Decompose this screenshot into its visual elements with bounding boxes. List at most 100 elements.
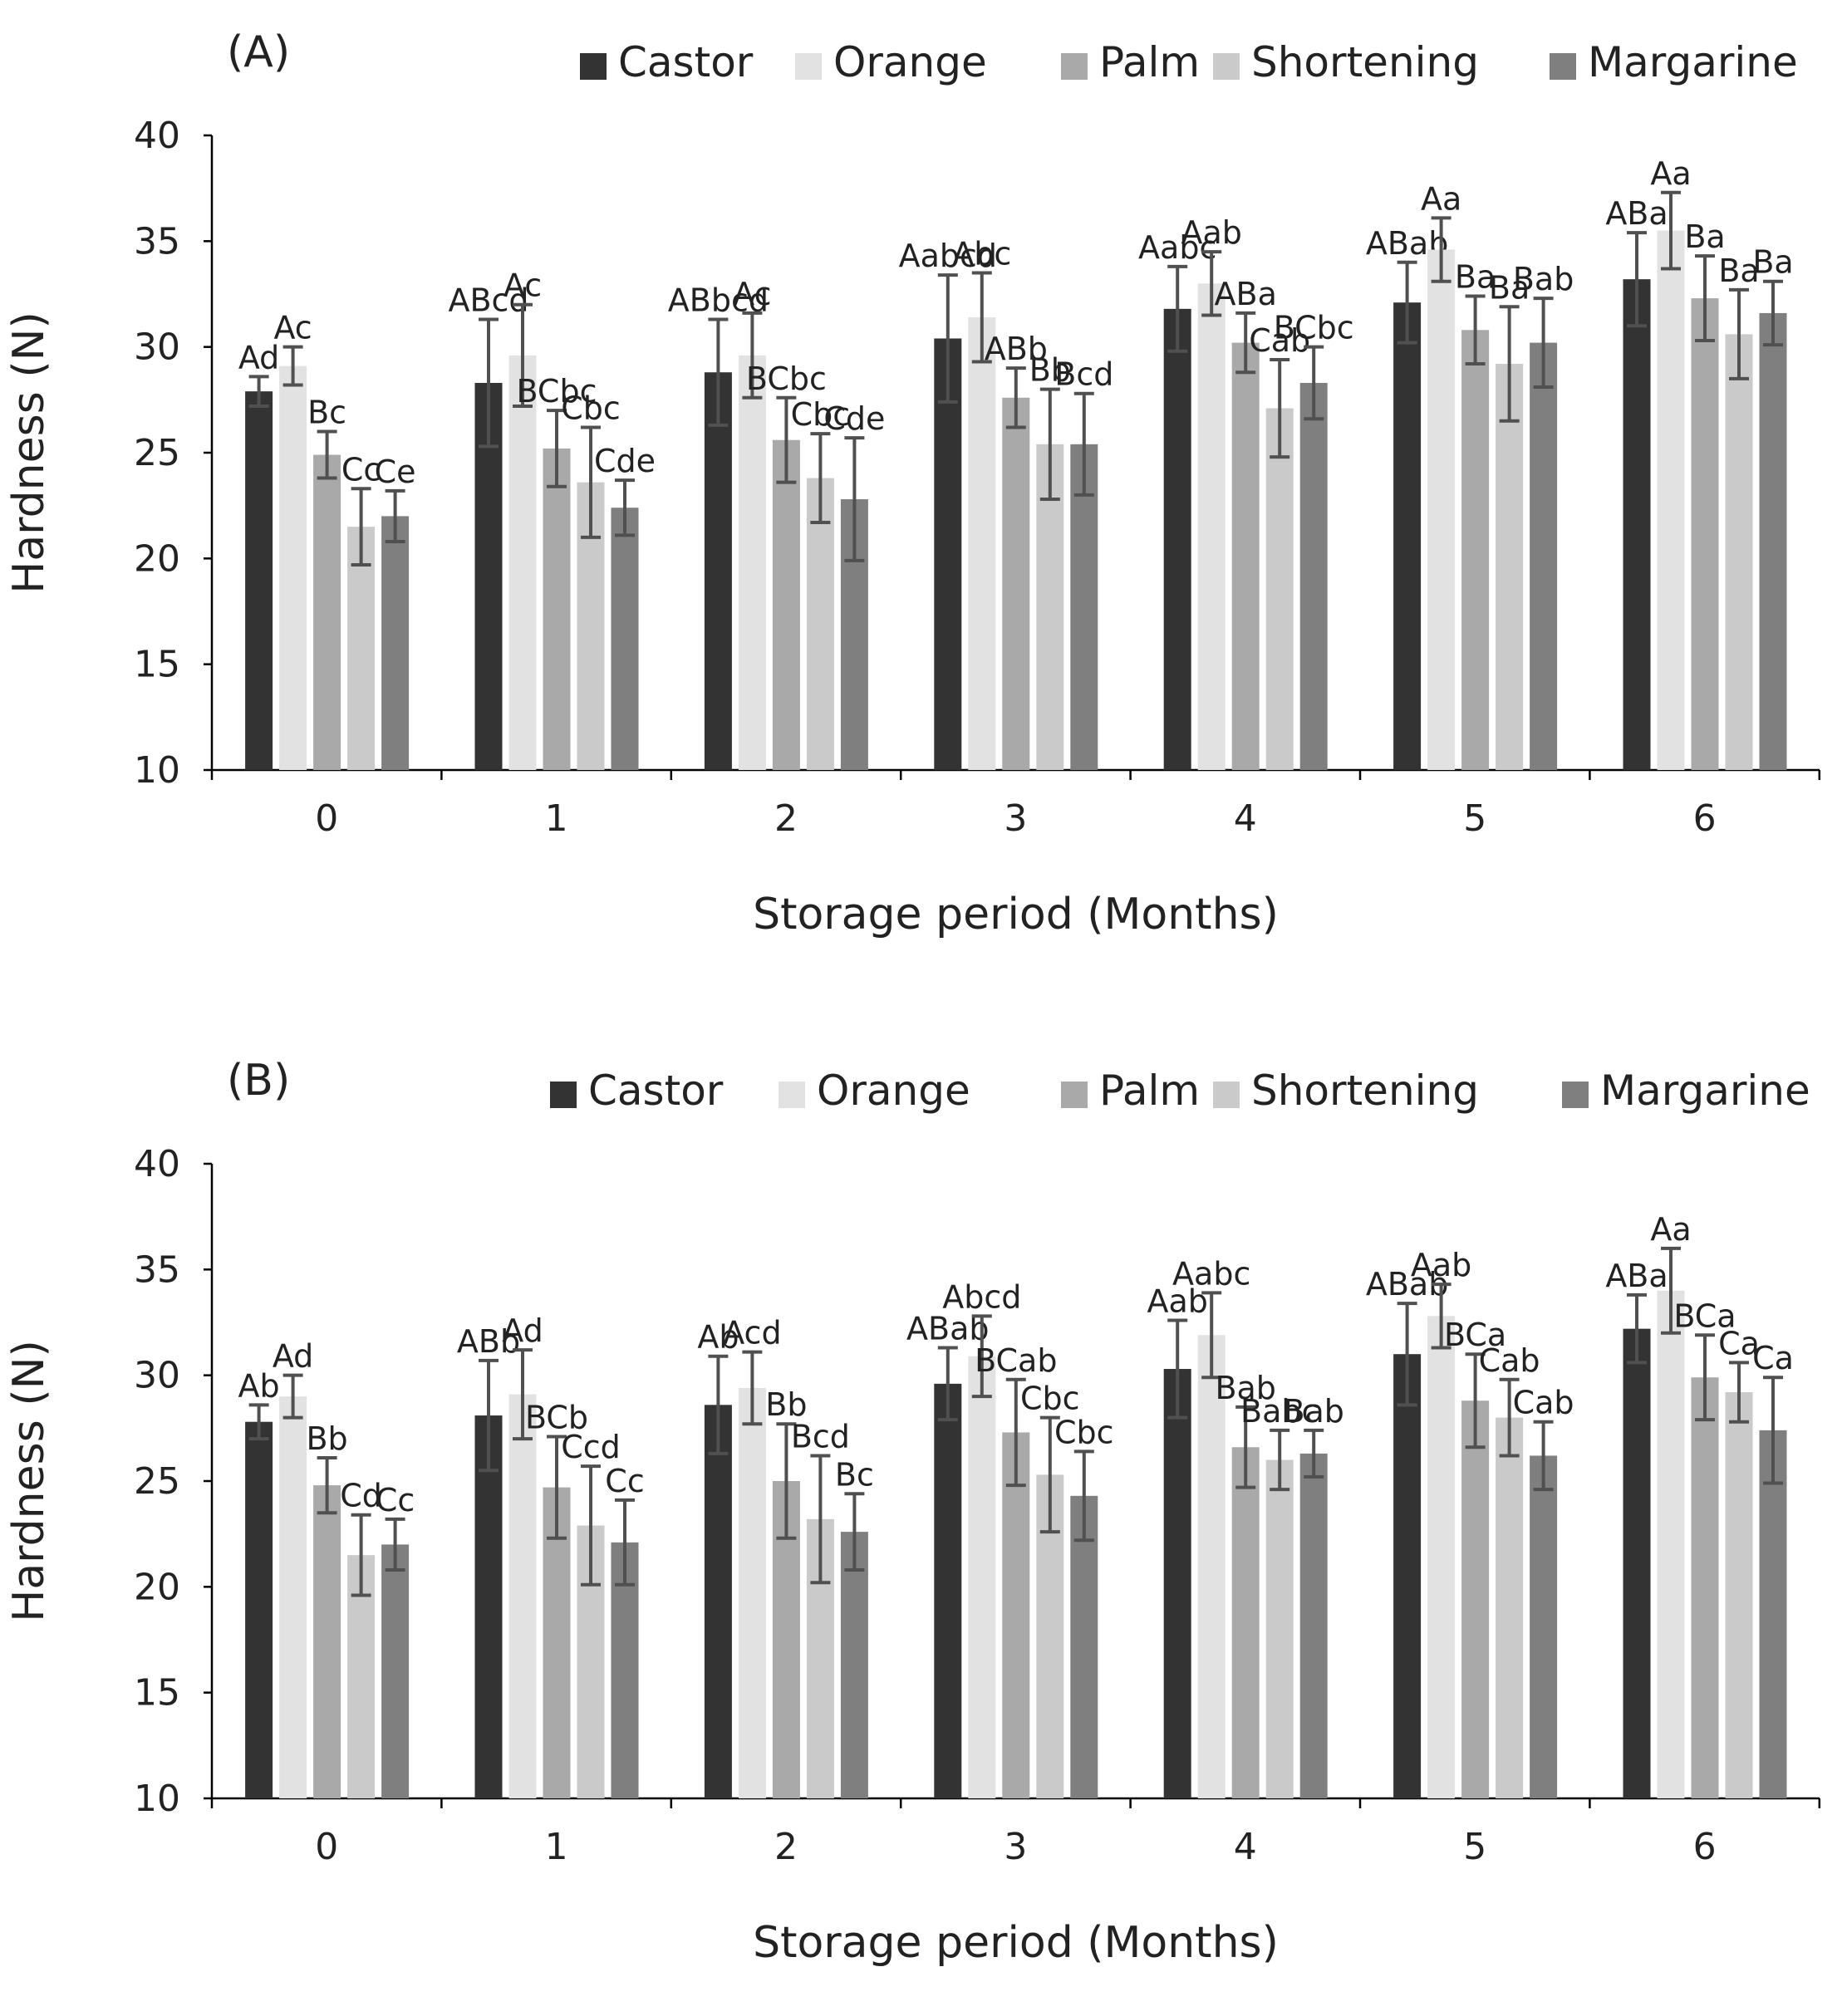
legend: Castor Orange Palm Shortening Margarine <box>550 1067 1810 1115</box>
bar-palm-month-5 <box>1461 1400 1490 1798</box>
legend-label-margarine: Margarine <box>1588 38 1798 86</box>
significance-label: Ba <box>1489 269 1530 306</box>
legend-label-palm: Palm <box>1099 38 1200 86</box>
significance-label: Cbc <box>791 396 851 433</box>
significance-label: Cbc <box>561 390 621 426</box>
significance-label: Cab <box>1479 1342 1540 1379</box>
significance-label: Aabc <box>1138 229 1216 266</box>
y-tick-label: 15 <box>134 1672 180 1714</box>
significance-label: Cc <box>341 451 381 488</box>
significance-label: Bb <box>765 1386 807 1423</box>
x-tick-label: 6 <box>1693 1826 1717 1868</box>
chart-panel-a: (A) Castor Orange Palm Shortening Margarine10… <box>4 27 1821 939</box>
significance-label: Acd <box>723 1315 781 1351</box>
significance-label: Bb <box>1029 352 1071 389</box>
y-tick-label: 20 <box>134 1566 180 1608</box>
significance-label: ABb <box>457 1323 520 1360</box>
bar-castor-month-5 <box>1393 1354 1422 1798</box>
legend-swatch-margarine <box>1550 53 1576 80</box>
significance-label: Ad <box>502 1312 543 1349</box>
bar-shortening-month-5 <box>1496 1417 1524 1798</box>
bar-orange-month-3 <box>968 317 996 771</box>
bar-orange-month-0 <box>279 365 307 770</box>
significance-label: Bab <box>1283 1393 1343 1430</box>
y-tick-label: 25 <box>134 1460 180 1503</box>
legend-label-palm: Palm <box>1099 1067 1200 1115</box>
legend-swatch-orange <box>795 53 822 80</box>
bar-orange-month-5 <box>1427 249 1456 770</box>
panel-label: (B) <box>227 1056 290 1106</box>
legend-swatch-shortening <box>1213 1082 1240 1108</box>
bar-orange-month-1 <box>508 1394 537 1798</box>
legend-label-orange: Orange <box>833 38 987 86</box>
bar-palm-month-3 <box>1002 397 1030 770</box>
legend-swatch-palm <box>1061 1082 1088 1108</box>
y-tick-label: 25 <box>134 432 180 474</box>
significance-label: Aa <box>1421 180 1461 217</box>
legend-swatch-castor <box>550 1082 577 1108</box>
bar-castor-month-3 <box>934 1383 962 1798</box>
significance-label: Ad <box>273 1338 313 1375</box>
bar-margarine-month-1 <box>611 508 639 770</box>
significance-label: Aab <box>1181 214 1241 251</box>
bar-orange-month-2 <box>738 355 766 770</box>
significance-label: Abc <box>952 236 1011 272</box>
legend-label-shortening: Shortening <box>1251 1067 1479 1115</box>
bar-shortening-month-5 <box>1496 364 1524 770</box>
bar-margarine-month-5 <box>1530 342 1558 770</box>
bar-castor-month-0 <box>245 1421 273 1798</box>
chart-panel-b: (B) Castor Orange Palm Shortening Margarine10… <box>4 1056 1821 1968</box>
x-tick-label: 3 <box>1004 797 1027 840</box>
bar-margarine-month-0 <box>381 1544 410 1798</box>
significance-label: Ab <box>697 1319 739 1356</box>
bar-castor-month-6 <box>1623 1328 1651 1798</box>
bar-margarine-month-4 <box>1299 1453 1328 1798</box>
x-axis-title: Storage period (Months) <box>753 890 1279 939</box>
x-tick-label: 4 <box>1234 797 1257 840</box>
significance-label: BCab <box>975 1342 1057 1379</box>
bar-margarine-month-3 <box>1070 444 1098 770</box>
significance-label: ABb <box>985 331 1048 367</box>
significance-label: Ad <box>238 339 279 375</box>
x-tick-label: 0 <box>315 797 338 840</box>
legend-label-castor: Castor <box>618 38 754 86</box>
bar-palm-month-6 <box>1691 298 1719 770</box>
significance-label: Cc <box>605 1463 644 1499</box>
legend-swatch-palm <box>1061 53 1088 80</box>
significance-label: Bcd <box>791 1418 850 1454</box>
significance-label: Aabc <box>1172 1255 1250 1292</box>
legend-swatch-orange <box>779 1082 805 1108</box>
bar-castor-month-4 <box>1163 308 1191 770</box>
y-tick-label: 40 <box>134 1143 180 1185</box>
bar-orange-month-2 <box>738 1387 766 1798</box>
panel-label: (A) <box>227 27 290 77</box>
bar-shortening-month-6 <box>1725 1392 1753 1798</box>
significance-label: Bcd <box>1054 356 1113 393</box>
bar-palm-month-0 <box>313 1485 341 1798</box>
bar-palm-month-3 <box>1002 1432 1030 1798</box>
legend-swatch-shortening <box>1213 53 1240 80</box>
legend-label-castor: Castor <box>588 1067 724 1115</box>
x-axis-title: Storage period (Months) <box>753 1918 1279 1968</box>
bar-shortening-month-6 <box>1725 334 1753 770</box>
y-tick-label: 35 <box>134 220 180 262</box>
bar-margarine-month-4 <box>1299 382 1328 770</box>
significance-label: Bc <box>835 1456 874 1493</box>
significance-label: BCbc <box>1274 310 1354 346</box>
significance-label: Ca <box>1718 1325 1760 1361</box>
x-tick-label: 1 <box>545 1826 568 1868</box>
x-tick-label: 3 <box>1004 1826 1027 1868</box>
significance-label: ABcd <box>448 282 528 319</box>
significance-label: Aab <box>1147 1283 1207 1319</box>
bar-margarine-month-2 <box>840 1532 868 1798</box>
significance-label: Aa <box>1650 155 1691 192</box>
significance-label: Ac <box>273 310 312 346</box>
y-tick-label: 15 <box>134 644 180 686</box>
bar-orange-month-4 <box>1197 283 1226 770</box>
significance-label: Ccd <box>561 1429 621 1465</box>
bar-orange-month-6 <box>1657 230 1685 771</box>
bar-castor-month-1 <box>474 1415 503 1798</box>
